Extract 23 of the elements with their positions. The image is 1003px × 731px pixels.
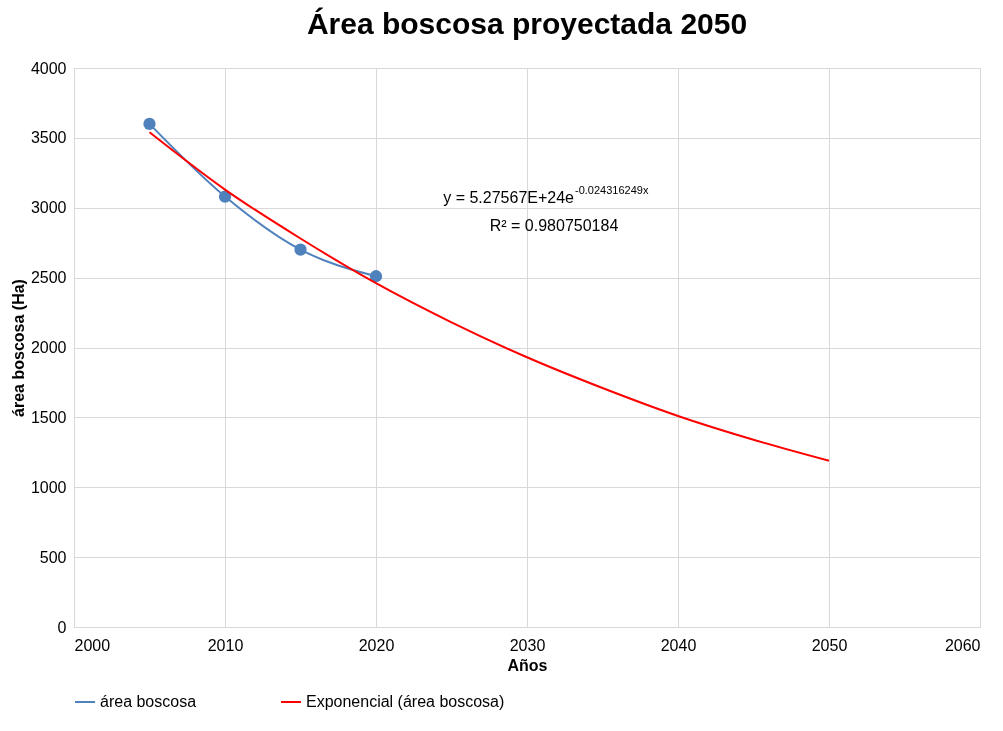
annotation: R² = 0.980750184	[489, 217, 619, 234]
y-tick-label: 500	[39, 548, 67, 566]
x-tick-label: 2010	[207, 636, 244, 654]
y-tick-label: 0	[57, 618, 67, 636]
x-tick-label: 2040	[660, 636, 697, 654]
chart-title: Área boscosa proyectada 2050	[306, 7, 748, 40]
y-tick-label: 2500	[30, 269, 67, 287]
y-tick-label: 1500	[30, 408, 67, 426]
y-tick-label: 2000	[30, 339, 67, 356]
legend-label: área boscosa	[100, 693, 197, 710]
y-tick-label: 3000	[30, 199, 67, 217]
x-tick-label: 2060	[944, 636, 981, 654]
legend-label: Exponencial (área boscosa)	[306, 693, 505, 710]
y-tick-label: 3500	[30, 129, 67, 147]
y-axis-title: área boscosa (Ha)	[9, 279, 27, 417]
line-series	[148, 131, 830, 462]
x-tick-label: 2000	[74, 636, 111, 654]
x-axis-title: Años	[507, 656, 548, 674]
x-tick-label: 2030	[509, 636, 546, 654]
x-tick-label: 2050	[811, 636, 848, 654]
x-tick-label: 2020	[358, 636, 395, 654]
y-tick-label: 1000	[30, 478, 67, 496]
y-tick-label: 4000	[30, 59, 67, 77]
